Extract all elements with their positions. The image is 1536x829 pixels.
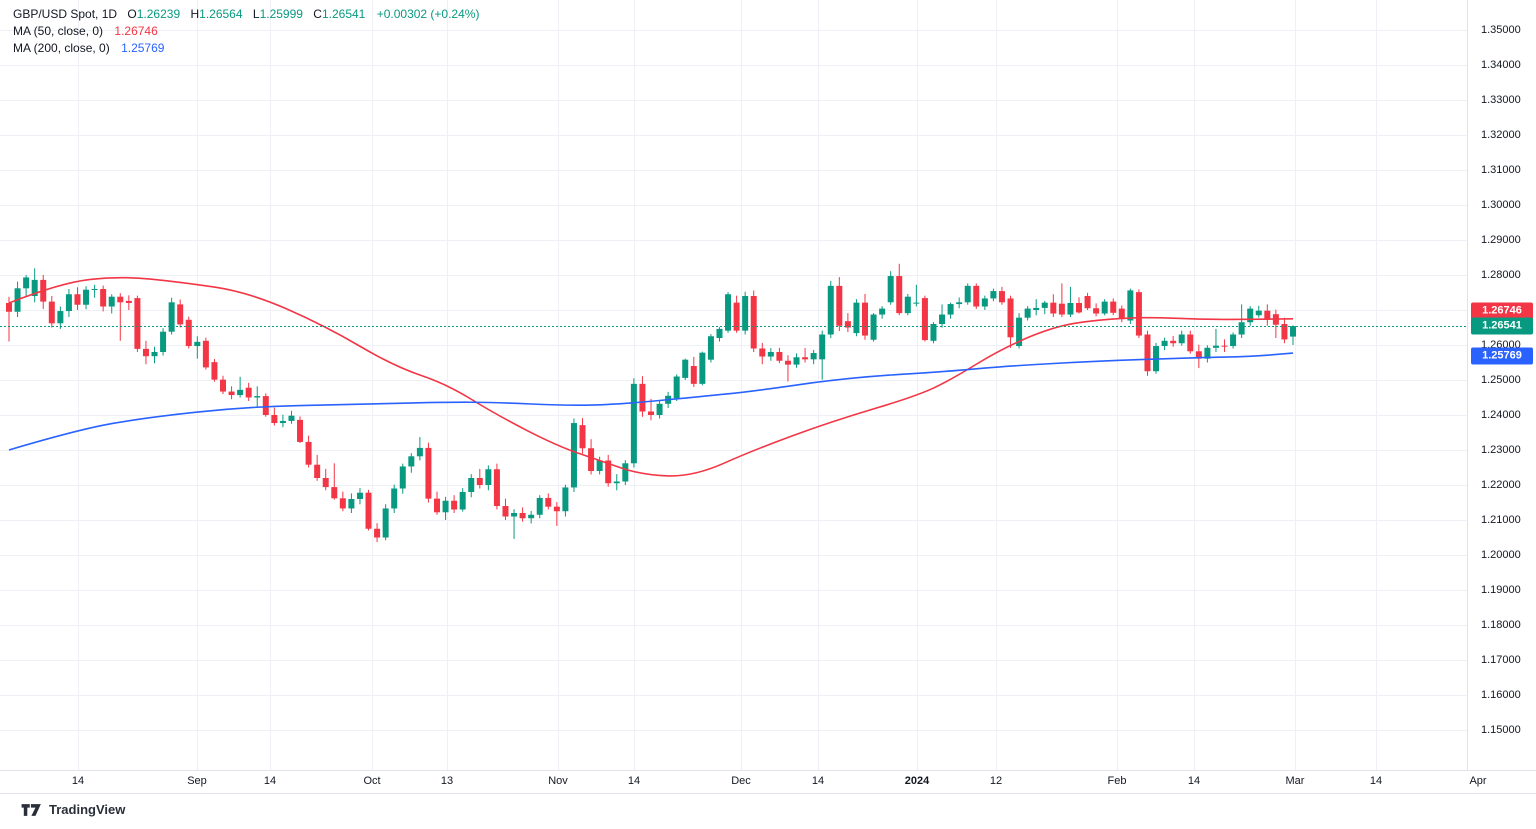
time-tick-label: 14: [71, 775, 85, 787]
tradingview-logo-text: TradingView: [49, 802, 126, 817]
price-tick-label: 1.34000: [1481, 59, 1521, 71]
price-tick-label: 1.19000: [1481, 584, 1521, 596]
chart-legend: GBP/USD Spot, 1D O1.26239 H1.26564 L1.25…: [13, 6, 479, 57]
time-tick-label: 13: [440, 775, 454, 787]
price-tick-label: 1.16000: [1481, 689, 1521, 701]
time-tick-label: Apr: [1469, 775, 1487, 787]
price-tick-label: 1.17000: [1481, 654, 1521, 666]
price-tick-label: 1.21000: [1481, 514, 1521, 526]
time-tick-label: Nov: [548, 775, 568, 787]
price-tick-label: 1.24000: [1481, 409, 1521, 421]
time-tick-label: 14: [1187, 775, 1201, 787]
change-value: +0.00302 (+0.24%): [376, 7, 480, 21]
price-tick-label: 1.32000: [1481, 129, 1521, 141]
price-badge: 1.26746: [1471, 302, 1533, 320]
grid-layer: [0, 0, 1467, 770]
ma50-label: MA (50, close, 0): [13, 24, 104, 38]
time-tick-label: 2024: [904, 775, 930, 787]
high-label: H: [190, 7, 200, 21]
time-tick-label: Dec: [731, 775, 751, 787]
time-tick-label: Mar: [1285, 775, 1305, 787]
price-tick-label: 1.29000: [1481, 234, 1521, 246]
time-tick-label: 12: [989, 775, 1003, 787]
price-tick-label: 1.20000: [1481, 549, 1521, 561]
price-tick-label: 1.35000: [1481, 24, 1521, 36]
high-value: 1.26564: [199, 7, 243, 21]
ma200-label: MA (200, close, 0): [13, 41, 110, 55]
price-tick-label: 1.25000: [1481, 374, 1521, 386]
ma50-value: 1.26746: [114, 24, 158, 38]
candles-layer: [6, 263, 1296, 543]
time-tick-label: Oct: [363, 775, 381, 787]
price-badge: 1.26541: [1471, 317, 1533, 335]
open-value: 1.26239: [136, 7, 181, 21]
price-tick-label: 1.15000: [1481, 724, 1521, 736]
open-label: O: [127, 7, 137, 21]
symbol-title: GBP/USD Spot, 1D: [13, 7, 118, 21]
close-value: 1.26541: [321, 7, 366, 21]
price-badge: 1.25769: [1471, 347, 1533, 365]
price-tick-label: 1.28000: [1481, 269, 1521, 281]
price-tick-label: 1.30000: [1481, 199, 1521, 211]
ma200-value: 1.25769: [121, 41, 165, 55]
time-tick-label: Feb: [1107, 775, 1127, 787]
pane-borders: [0, 0, 1536, 794]
price-tick-label: 1.31000: [1481, 164, 1521, 176]
price-tick-label: 1.33000: [1481, 94, 1521, 106]
close-label: C: [313, 7, 322, 21]
price-tick-label: 1.18000: [1481, 619, 1521, 631]
time-tick-label: Sep: [187, 775, 207, 787]
tradingview-mark-icon: [21, 803, 41, 816]
symbol-legend-row[interactable]: GBP/USD Spot, 1D O1.26239 H1.26564 L1.25…: [13, 6, 479, 23]
low-label: L: [252, 7, 260, 21]
price-axis[interactable]: 1.35000 1.34000 1.33000 1.32000 1.31000 1.300…: [1468, 0, 1536, 770]
time-tick-label: 14: [811, 775, 825, 787]
low-value: 1.25999: [259, 7, 303, 21]
time-axis[interactable]: 14 Sep 14 Oct 13 Nov 14 Dec 14 2024 12 Feb 14 Mar 14 Ap…: [0, 771, 1536, 793]
price-tick-label: 1.23000: [1481, 444, 1521, 456]
ma200-line: [8, 352, 1294, 451]
time-tick-label: 14: [627, 775, 641, 787]
ma50-line: [8, 276, 1294, 477]
time-tick-label: 14: [263, 775, 277, 787]
time-tick-label: 14: [1369, 775, 1383, 787]
ma50-legend-row[interactable]: MA (50, close, 0) 1.26746: [13, 23, 479, 40]
price-tick-label: 1.22000: [1481, 479, 1521, 491]
ma200-legend-row[interactable]: MA (200, close, 0) 1.25769: [13, 40, 479, 57]
tradingview-logo[interactable]: TradingView: [21, 802, 125, 817]
